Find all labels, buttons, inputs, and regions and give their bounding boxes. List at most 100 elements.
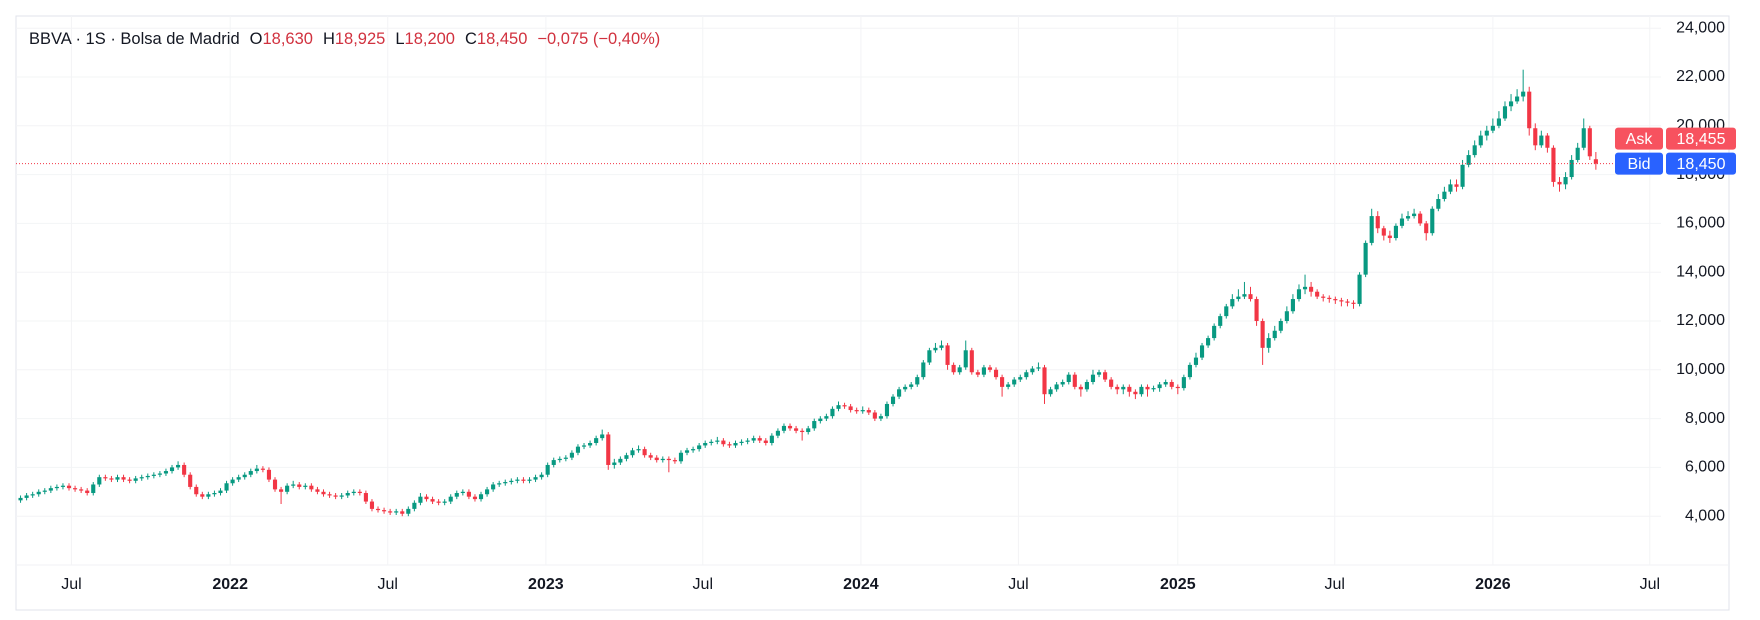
candle-body	[975, 372, 980, 375]
candle-body	[1272, 330, 1277, 339]
candle-body	[448, 496, 453, 502]
candle-body	[254, 468, 259, 472]
candle-body	[309, 485, 314, 490]
badge-value-bg	[1666, 152, 1736, 175]
chart-header: BBVA · 1S · Bolsa de Madrid O18,630 H18,92…	[29, 30, 670, 49]
candle-body	[1466, 155, 1471, 165]
symbol-title: BBVA · 1S · Bolsa de Madrid	[29, 30, 240, 48]
candle-body	[800, 430, 805, 433]
price-change: −0,075 (−0,40%)	[537, 30, 661, 48]
candle-body	[539, 474, 544, 478]
candle-body	[769, 435, 774, 443]
candle-body	[430, 499, 435, 502]
candle-body	[1121, 386, 1126, 390]
price-axis: 4,000 6,000 8,000 10,000 12,000 14,000 16,000 1…	[1676, 19, 1725, 524]
candle-body	[824, 416, 829, 419]
candle-body	[860, 410, 865, 412]
candle-body	[424, 496, 429, 500]
y-tick-label: 4,000	[1685, 507, 1725, 524]
candle-body	[103, 477, 108, 479]
candle-body	[866, 410, 871, 413]
candle-body	[1502, 106, 1508, 119]
candle-body	[521, 479, 526, 481]
ohlc-fields: O18,630 H18,925 L18,200 C18,450	[250, 30, 538, 48]
candle-body	[1212, 325, 1217, 339]
candle-body	[630, 450, 635, 456]
field-label: O	[249, 30, 263, 48]
candle-body	[442, 501, 447, 503]
candle-body	[527, 479, 532, 481]
candle-body	[1557, 181, 1562, 185]
candle-body	[600, 434, 605, 439]
candle-body	[460, 491, 465, 494]
candle-body	[1302, 286, 1308, 290]
candle-body	[85, 490, 90, 494]
candle-body	[1133, 391, 1138, 395]
candle-body	[909, 384, 914, 387]
candle-body	[703, 443, 708, 446]
candle-body	[363, 493, 368, 502]
candle-body	[1405, 216, 1411, 219]
candle-body	[303, 485, 308, 487]
candle-body	[1042, 367, 1047, 395]
candle-body	[1442, 191, 1447, 199]
candle-body	[1175, 386, 1180, 389]
candle-body	[581, 445, 587, 447]
candle-body	[794, 428, 799, 431]
chart-frame	[15, 15, 1730, 611]
candle-body	[1436, 199, 1441, 209]
candle-body	[79, 489, 84, 491]
candle-body	[382, 510, 387, 512]
y-tick-label: 12,000	[1676, 312, 1725, 329]
candle-body	[466, 491, 471, 497]
candle-body	[1127, 386, 1132, 392]
candle-body	[1484, 130, 1489, 136]
candle-body	[654, 457, 659, 461]
badge-value: 18,455	[1677, 131, 1726, 148]
candle-body	[321, 491, 326, 495]
badge-name-bg	[1615, 127, 1663, 150]
candle-body	[1006, 384, 1011, 387]
candle-body	[1290, 299, 1295, 312]
candle-body	[315, 489, 320, 492]
candle-body	[1375, 216, 1380, 229]
candle-body	[236, 477, 241, 480]
field-value: 18,450	[476, 30, 528, 48]
y-tick-label: 16,000	[1676, 215, 1725, 232]
candle-body	[1430, 208, 1435, 234]
candle-body	[1357, 274, 1362, 304]
candle-body	[1387, 235, 1392, 239]
candle-body	[1587, 128, 1592, 157]
candle-body	[472, 496, 478, 500]
candle-body	[48, 488, 53, 491]
candle-body	[697, 445, 702, 450]
candle-body	[1551, 147, 1556, 182]
candle-body	[406, 508, 411, 514]
candle-body	[666, 458, 671, 461]
candle-body	[151, 474, 156, 476]
candle-body	[642, 449, 647, 456]
candle-body	[775, 430, 780, 436]
candle-body	[400, 511, 405, 514]
candle-body	[787, 425, 793, 429]
candle-body	[91, 484, 96, 494]
candle-body	[133, 478, 138, 481]
candle-body	[842, 405, 847, 407]
field-value: 18,200	[404, 30, 455, 48]
candle-body	[1472, 145, 1477, 156]
candle-body	[242, 474, 247, 478]
candle-body	[1066, 374, 1071, 382]
candle-body	[763, 440, 768, 443]
candle-body	[709, 441, 714, 443]
candle-body	[369, 501, 375, 509]
field-label: L	[395, 30, 405, 48]
candle-body	[594, 438, 599, 443]
price-badges: Bid 18,450 Ask 18,455	[1615, 127, 1736, 175]
candle-body	[1351, 302, 1356, 304]
field-value: 18,925	[334, 30, 386, 48]
y-tick-label: 24,000	[1676, 19, 1725, 36]
candle-body	[291, 484, 296, 486]
candle-body	[945, 345, 950, 365]
candle-body	[1145, 386, 1150, 390]
candle-body	[1018, 377, 1023, 380]
